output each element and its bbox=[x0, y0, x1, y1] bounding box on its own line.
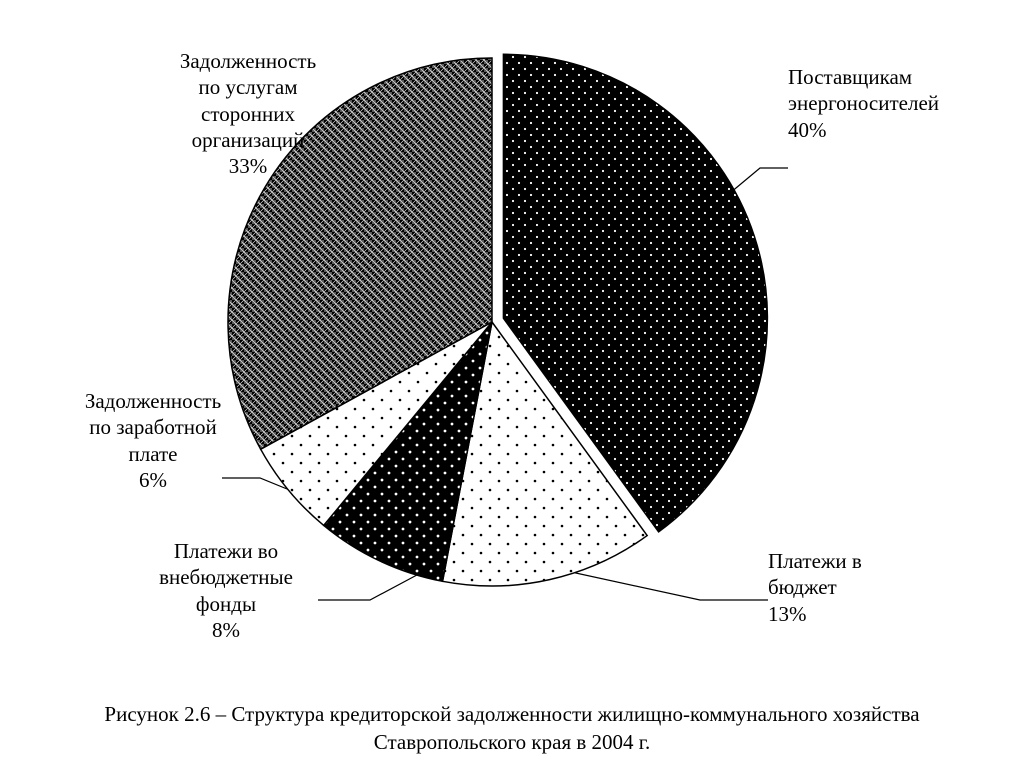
slice-label-extrabudget-funds: Платежи во внебюджетные фонды 8% bbox=[126, 538, 326, 643]
slice-label-third-party-services: Задолженность по услугам сторонних орган… bbox=[138, 48, 358, 179]
chart-stage: Поставщикам энергоносителей 40% Платежи … bbox=[0, 0, 1024, 767]
slice-label-wage-arrears: Задолженность по заработной плате 6% bbox=[48, 388, 258, 493]
slice-label-energy-suppliers: Поставщикам энергоносителей 40% bbox=[788, 64, 1008, 143]
leader-line bbox=[562, 570, 768, 600]
slice-label-budget-payments: Платежи в бюджет 13% bbox=[768, 548, 948, 627]
figure-caption: Рисунок 2.6 – Структура кредиторской зад… bbox=[0, 700, 1024, 757]
